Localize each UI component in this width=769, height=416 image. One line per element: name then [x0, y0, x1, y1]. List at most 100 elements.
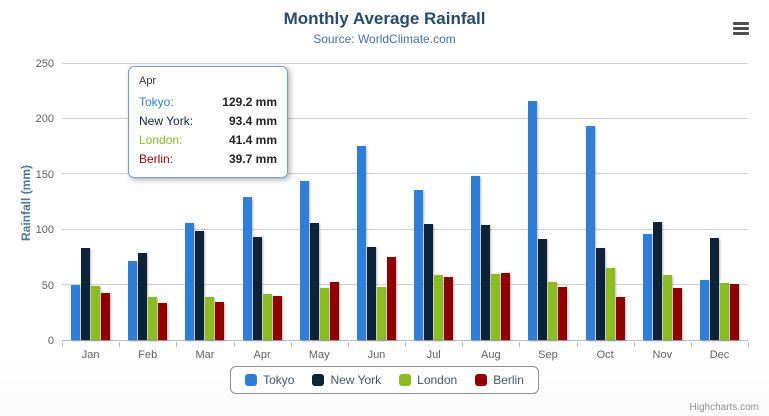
bar-group-dec — [691, 64, 748, 340]
bar-group-may — [291, 64, 348, 340]
x-axis-tick — [690, 342, 692, 347]
x-axis-tick — [462, 342, 464, 347]
tooltip-series-name: Berlin: — [139, 152, 174, 166]
bar-tokyo-oct[interactable] — [585, 125, 595, 340]
bar-tokyo-jan[interactable] — [71, 284, 81, 340]
legend-symbol-london — [399, 374, 412, 386]
legend-item-london[interactable]: London — [399, 373, 457, 387]
bar-groups — [62, 64, 748, 340]
bar-tokyo-sep[interactable] — [528, 101, 538, 340]
y-tick-label-200: 200 — [35, 113, 54, 126]
tooltip-row-tokyo: Tokyo: 129.2 mm — [139, 93, 277, 112]
bar-berlin-jan[interactable] — [101, 293, 111, 340]
bar-berlin-sep[interactable] — [558, 287, 568, 340]
x-tick-label-jun: Jun — [367, 349, 386, 361]
tooltip-series-value: 41.4 mm — [228, 133, 277, 147]
bar-london-mar[interactable] — [205, 296, 215, 340]
gridline-200 — [62, 118, 748, 120]
bar-tokyo-jul[interactable] — [414, 190, 424, 340]
bar-berlin-aug[interactable] — [501, 273, 511, 340]
bar-berlin-jul[interactable] — [444, 276, 454, 340]
bar-new-york-sep[interactable] — [538, 239, 548, 340]
bar-tokyo-mar[interactable] — [185, 222, 195, 340]
gridline-150 — [62, 173, 748, 175]
bar-new-york-jul[interactable] — [424, 224, 434, 340]
x-tick-label-apr: Apr — [253, 349, 271, 361]
bar-tokyo-may[interactable] — [299, 181, 309, 340]
bar-tokyo-nov[interactable] — [642, 234, 652, 340]
legend-symbol-berlin — [475, 374, 488, 386]
credits-link[interactable]: Highcharts.com — [689, 402, 759, 413]
bar-london-feb[interactable] — [148, 297, 158, 340]
gridline-50 — [62, 283, 748, 285]
bar-tokyo-feb[interactable] — [128, 261, 138, 340]
tooltip-series-value: 39.7 mm — [228, 152, 277, 166]
bar-new-york-may[interactable] — [309, 222, 319, 340]
legend-item-berlin[interactable]: Berlin — [475, 373, 524, 387]
bar-new-york-apr[interactable] — [252, 236, 262, 340]
bar-london-apr[interactable] — [262, 294, 272, 340]
tooltip-series-name: New York: — [139, 114, 194, 128]
tooltip-rows: Tokyo: 129.2 mm New York: 93.4 mm London: 41.… — [139, 93, 277, 169]
bar-new-york-oct[interactable] — [595, 247, 605, 340]
legend-item-tokyo[interactable]: Tokyo — [245, 373, 294, 387]
legend-wrap: Tokyo New York London Berlin — [0, 366, 769, 394]
bar-group-jan — [62, 64, 119, 340]
x-tick-label-sep: Sep — [538, 349, 558, 361]
bar-new-york-feb[interactable] — [138, 253, 148, 340]
bar-london-oct[interactable] — [605, 268, 615, 340]
legend-label: Berlin — [493, 373, 524, 387]
x-axis-tick — [62, 342, 63, 347]
bar-london-aug[interactable] — [491, 274, 501, 340]
bar-berlin-dec[interactable] — [729, 283, 739, 340]
bar-tokyo-dec[interactable] — [699, 279, 709, 340]
bar-group-mar — [176, 64, 233, 340]
bar-berlin-may[interactable] — [329, 281, 339, 340]
bar-berlin-jun[interactable] — [386, 256, 396, 340]
x-axis-tick — [748, 342, 749, 347]
bar-tokyo-apr[interactable] — [242, 197, 252, 340]
bar-new-york-jun[interactable] — [366, 246, 376, 340]
bar-london-jun[interactable] — [376, 286, 386, 340]
legend-symbol-tokyo — [245, 374, 258, 386]
x-axis-tick — [633, 342, 635, 347]
legend-symbol-new-york — [312, 374, 325, 386]
x-axis-tick — [347, 342, 349, 347]
tooltip-row-london: London: 41.4 mm — [139, 131, 277, 150]
bar-berlin-feb[interactable] — [158, 303, 168, 340]
legend: Tokyo New York London Berlin — [230, 366, 539, 394]
bar-berlin-apr[interactable] — [272, 296, 282, 340]
bar-new-york-aug[interactable] — [481, 224, 491, 340]
bar-berlin-mar[interactable] — [215, 301, 225, 340]
x-tick-label-dec: Dec — [709, 349, 730, 361]
bar-new-york-mar[interactable] — [195, 231, 205, 340]
bar-group-aug — [462, 64, 519, 340]
bar-berlin-nov[interactable] — [672, 288, 682, 340]
bar-london-dec[interactable] — [719, 283, 729, 340]
bar-new-york-nov[interactable] — [652, 222, 662, 340]
bar-group-feb — [119, 64, 176, 340]
x-tick-label-mar: Mar — [195, 349, 215, 361]
legend-item-new-york[interactable]: New York — [312, 373, 381, 387]
bar-london-may[interactable] — [319, 288, 329, 340]
y-tick-label-150: 150 — [35, 168, 54, 181]
bar-berlin-oct[interactable] — [615, 296, 625, 340]
bar-london-sep[interactable] — [548, 282, 558, 340]
tooltip-header: Apr — [139, 75, 157, 87]
tooltip: Apr Tokyo: 129.2 mm New York: 93.4 mm London… — [128, 66, 288, 178]
y-tick-label-50: 50 — [41, 279, 54, 292]
bar-tokyo-jun[interactable] — [356, 145, 366, 340]
bar-london-jul[interactable] — [434, 274, 444, 340]
bar-london-jan[interactable] — [91, 286, 101, 340]
tooltip-series-name: London: — [139, 133, 183, 147]
bar-new-york-dec[interactable] — [709, 238, 719, 340]
bar-london-nov[interactable] — [662, 274, 672, 340]
bar-new-york-jan[interactable] — [81, 247, 91, 340]
tooltip-series-value: 129.2 mm — [222, 95, 277, 109]
y-tick-label-100: 100 — [35, 224, 54, 237]
tooltip-row-new-york: New York: 93.4 mm — [139, 112, 277, 131]
x-axis-labels: Jan Feb Mar Apr May Jun Jul Aug Sep Oct Nov Dec — [62, 349, 748, 361]
bar-tokyo-aug[interactable] — [471, 176, 481, 340]
x-axis-tick — [233, 342, 235, 347]
export-menu-button[interactable] — [727, 16, 755, 40]
